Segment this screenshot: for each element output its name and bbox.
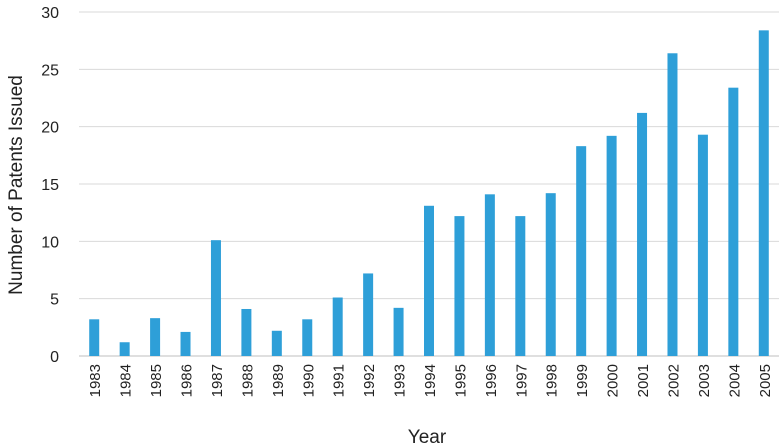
x-tick-label: 2002 bbox=[665, 364, 682, 397]
bar-1991 bbox=[332, 297, 343, 356]
bar-1995 bbox=[454, 216, 465, 356]
x-tick-label: 2003 bbox=[696, 364, 713, 397]
bar-2000 bbox=[606, 135, 617, 356]
bar-1992 bbox=[363, 273, 374, 356]
x-tick-label: 2004 bbox=[726, 364, 743, 397]
y-axis-title: Number of Patents Issued bbox=[6, 75, 27, 295]
bar-1993 bbox=[393, 307, 404, 356]
x-tick-label: 2005 bbox=[757, 364, 774, 397]
x-tick-labels: 1983 1984 1985 1986 1987 1988 1989 1990 1991 1992… bbox=[87, 364, 774, 397]
bar-1994 bbox=[424, 205, 434, 356]
bar-2004 bbox=[728, 87, 739, 357]
bar-2002 bbox=[667, 53, 678, 356]
bar-1987 bbox=[210, 240, 221, 356]
bar-1997 bbox=[515, 216, 526, 356]
bar-2005 bbox=[758, 30, 769, 356]
x-tick-label: 1992 bbox=[361, 364, 378, 397]
y-tick-label: 5 bbox=[50, 292, 59, 309]
bar-1996 bbox=[484, 194, 495, 356]
x-tick-label: 1986 bbox=[179, 364, 196, 397]
bar-2003 bbox=[697, 134, 708, 356]
y-tick-label: 0 bbox=[50, 349, 59, 366]
x-tick-label: 1989 bbox=[270, 364, 287, 397]
x-tick-label: 1995 bbox=[452, 364, 469, 397]
x-tick-label: 1997 bbox=[513, 364, 530, 397]
y-tick-label: 10 bbox=[41, 234, 59, 251]
x-axis-title: Year bbox=[408, 427, 447, 448]
bar-1988 bbox=[241, 308, 252, 356]
bars bbox=[89, 30, 769, 357]
y-tick-label: 30 bbox=[41, 5, 59, 22]
x-tick-label: 1991 bbox=[331, 364, 348, 397]
bar-1986 bbox=[180, 331, 191, 356]
x-tick-label: 1984 bbox=[118, 364, 135, 397]
x-tick-label: 2000 bbox=[605, 364, 622, 397]
bar-2001 bbox=[637, 112, 648, 356]
x-tick-label: 1999 bbox=[574, 364, 591, 397]
y-tick-label: 25 bbox=[41, 62, 59, 79]
bar-1983 bbox=[89, 319, 100, 356]
y-tick-label: 15 bbox=[41, 177, 59, 194]
x-tick-label: 1987 bbox=[209, 364, 226, 397]
y-tick-label: 20 bbox=[41, 120, 59, 137]
bar-1990 bbox=[302, 319, 313, 356]
x-tick-label: 1998 bbox=[544, 364, 561, 397]
x-tick-label: 1988 bbox=[239, 364, 256, 397]
bar-1998 bbox=[545, 193, 556, 356]
x-tick-label: 1985 bbox=[148, 364, 165, 397]
x-tick-label: 1993 bbox=[392, 364, 409, 397]
x-tick-label: 1990 bbox=[300, 364, 317, 397]
bar-1989 bbox=[271, 330, 282, 356]
bar-1984 bbox=[119, 342, 130, 356]
x-tick-label: 1983 bbox=[87, 364, 104, 397]
x-tick-label: 1996 bbox=[483, 364, 500, 397]
x-tick-label: 2001 bbox=[635, 364, 652, 397]
x-tick-label: 1994 bbox=[422, 364, 439, 397]
bar-1985 bbox=[150, 318, 161, 356]
bar-1999 bbox=[576, 146, 587, 356]
y-tick-labels: 0 5 10 15 20 25 30 bbox=[41, 5, 59, 366]
